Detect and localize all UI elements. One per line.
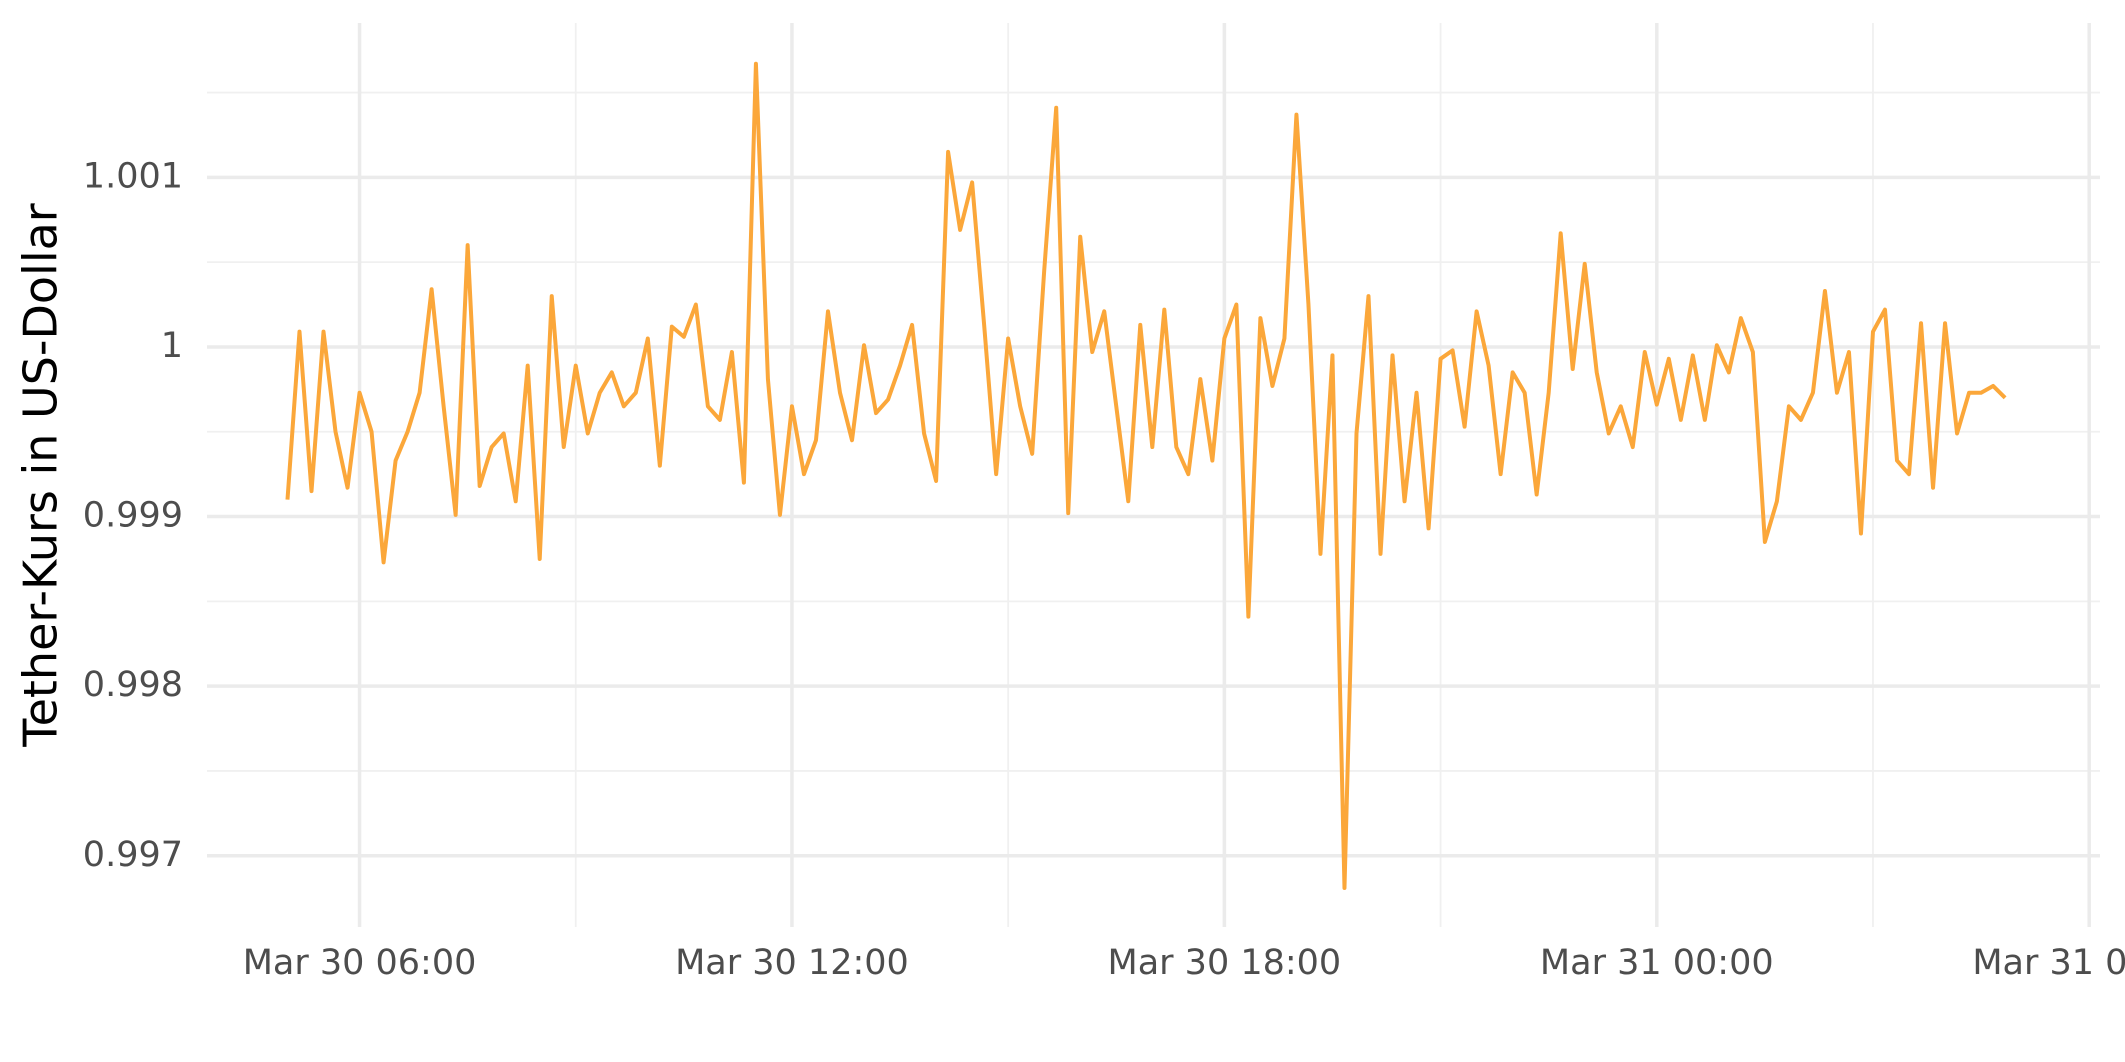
x-tick-label: Mar 31 06:00 xyxy=(1972,943,2125,983)
x-tick-label: Mar 31 00:00 xyxy=(1540,943,1774,983)
y-tick-label: 0.999 xyxy=(83,496,183,536)
y-tick-label: 1 xyxy=(161,326,183,366)
y-tick-label: 1.001 xyxy=(83,156,183,196)
y-axis-title: Tether-Kurs in US-Dollar xyxy=(14,203,68,748)
x-tick-label: Mar 30 18:00 xyxy=(1108,943,1342,983)
x-tick-label: Mar 30 06:00 xyxy=(243,943,477,983)
y-tick-label: 0.997 xyxy=(83,835,183,875)
data-line xyxy=(285,61,2007,890)
y-tick-label: 0.998 xyxy=(83,665,183,705)
x-tick-label: Mar 30 12:00 xyxy=(675,943,909,983)
